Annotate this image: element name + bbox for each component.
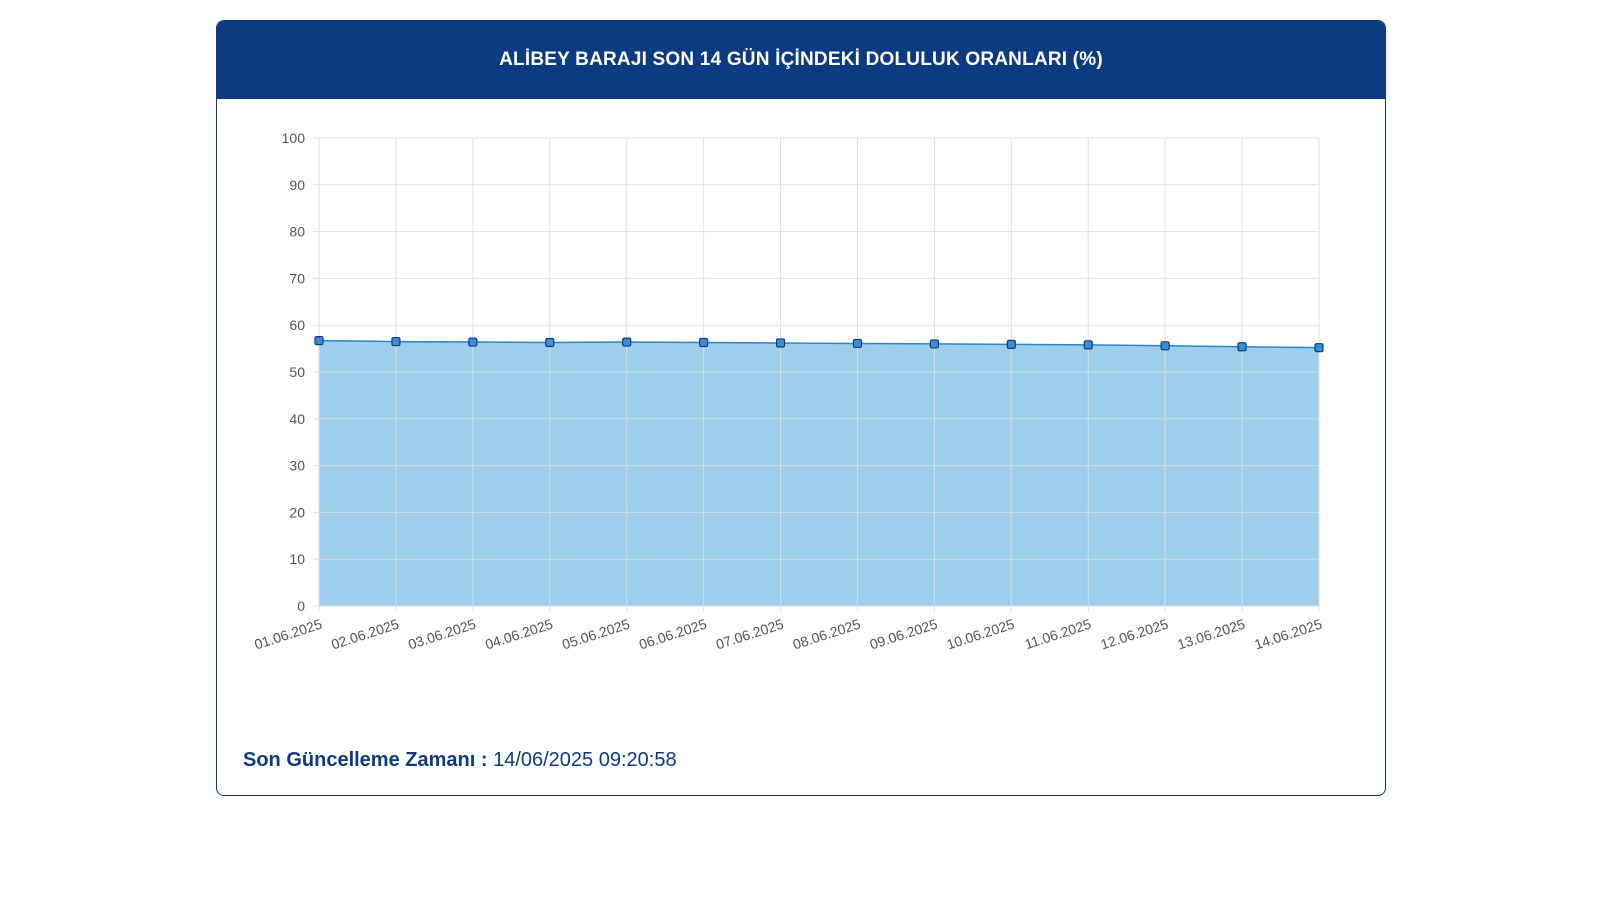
y-tick-label: 50 <box>289 364 305 380</box>
y-tick-label: 60 <box>289 317 305 333</box>
data-point <box>929 339 939 349</box>
data-point <box>775 338 786 348</box>
data-point <box>545 337 555 348</box>
x-tick-label: 13.06.2025 <box>1175 616 1247 653</box>
card-header: ALİBEY BARAJI SON 14 GÜN İÇİNDEKİ DOLULU… <box>217 21 1385 99</box>
x-tick-label: 05.06.2025 <box>560 616 632 653</box>
data-point <box>1314 343 1324 353</box>
series-line <box>318 339 1320 349</box>
chart-title: ALİBEY BARAJI SON 14 GÜN İÇİNDEKİ DOLULU… <box>499 49 1103 70</box>
last-update-label: Son Güncelleme Zamanı : <box>243 749 488 771</box>
data-point <box>314 336 324 346</box>
y-tick-label: 0 <box>297 598 305 614</box>
x-tick-label: 09.06.2025 <box>868 616 940 653</box>
y-tick-label: 20 <box>289 504 305 520</box>
data-point <box>1237 342 1247 352</box>
y-tick-label: 10 <box>289 551 305 567</box>
x-tick-label: 06.06.2025 <box>637 616 709 653</box>
x-tick-label: 01.06.2025 <box>252 616 324 653</box>
x-tick-label: 02.06.2025 <box>329 616 401 653</box>
x-tick-label: 10.06.2025 <box>945 616 1017 653</box>
x-tick-label: 03.06.2025 <box>406 616 478 653</box>
data-point <box>1160 341 1170 351</box>
y-tick-label: 80 <box>289 224 305 240</box>
last-update-value: 14/06/2025 09:20:58 <box>493 749 677 771</box>
area-fill <box>319 340 1319 606</box>
chart-card: ALİBEY BARAJI SON 14 GÜN İÇİNDEKİ DOLULU… <box>216 20 1386 796</box>
x-tick-label: 07.06.2025 <box>714 616 786 653</box>
x-tick-label: 08.06.2025 <box>791 616 863 653</box>
y-tick-label: 70 <box>289 270 305 286</box>
data-point <box>622 337 632 347</box>
y-tick-label: 40 <box>289 411 305 427</box>
x-tick-label: 12.06.2025 <box>1098 616 1170 653</box>
data-point <box>391 336 401 347</box>
data-point <box>699 337 709 348</box>
y-tick-label: 90 <box>289 177 305 193</box>
data-point <box>852 338 863 349</box>
x-tick-label: 14.06.2025 <box>1252 616 1324 653</box>
data-point <box>1083 340 1093 350</box>
fill-rate-chart: 0 10 20 30 40 50 60 70 80 90 100 01.06.2025 02.06.20… <box>252 130 1324 653</box>
data-point <box>1006 339 1016 349</box>
x-tick-label: 04.06.2025 <box>483 616 555 653</box>
data-point <box>468 337 478 347</box>
y-tick-label: 100 <box>282 130 306 146</box>
last-update: Son Güncelleme Zamanı : 14/06/2025 09:20… <box>243 749 677 772</box>
x-tick-label: 11.06.2025 <box>1023 616 1094 653</box>
y-tick-label: 30 <box>289 458 305 474</box>
